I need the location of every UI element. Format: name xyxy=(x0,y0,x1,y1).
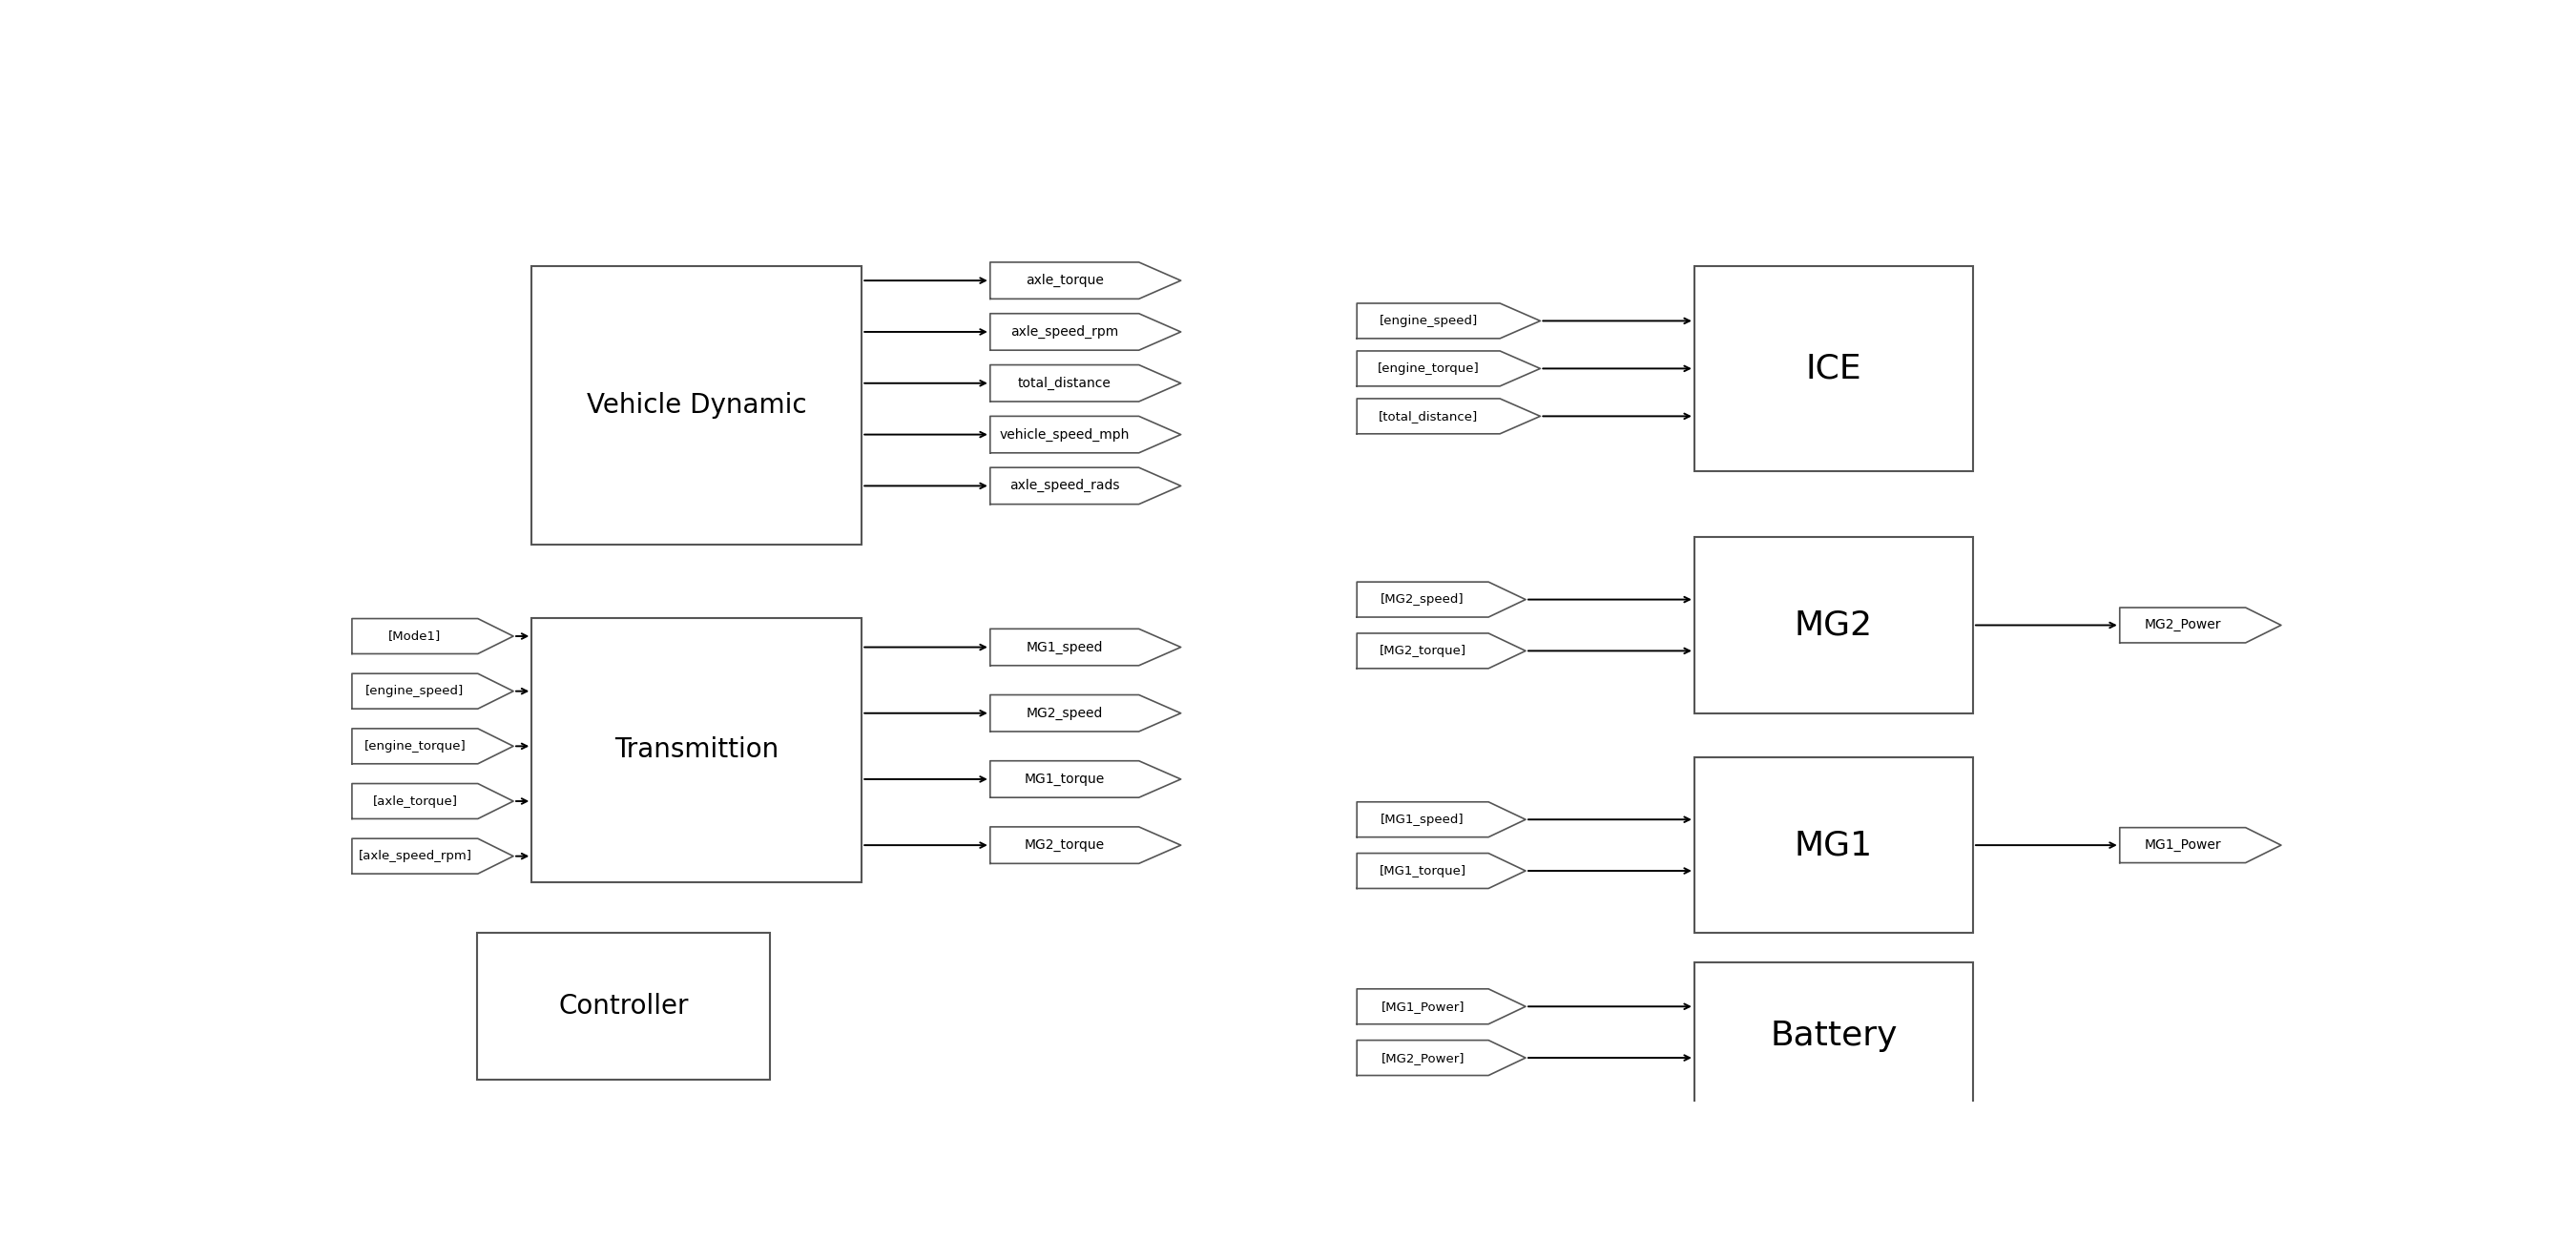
Text: MG2_speed: MG2_speed xyxy=(1025,707,1103,721)
Polygon shape xyxy=(353,784,513,818)
Text: MG2_torque: MG2_torque xyxy=(1025,838,1105,852)
Text: [axle_torque]: [axle_torque] xyxy=(374,795,459,807)
Text: total_distance: total_distance xyxy=(1018,376,1110,390)
Polygon shape xyxy=(1358,802,1525,837)
Polygon shape xyxy=(353,619,513,654)
Polygon shape xyxy=(1358,582,1525,617)
Polygon shape xyxy=(989,761,1180,797)
Polygon shape xyxy=(989,827,1180,864)
Text: MG2: MG2 xyxy=(1795,609,1873,641)
Text: [MG2_Power]: [MG2_Power] xyxy=(1381,1051,1463,1063)
Polygon shape xyxy=(989,313,1180,350)
Text: MG1_speed: MG1_speed xyxy=(1025,640,1103,654)
Text: [engine_torque]: [engine_torque] xyxy=(1378,363,1479,375)
Polygon shape xyxy=(2120,608,2282,643)
Text: [total_distance]: [total_distance] xyxy=(1378,410,1479,422)
Bar xyxy=(531,618,863,881)
Text: axle_speed_rads: axle_speed_rads xyxy=(1010,479,1121,493)
Text: MG2_Power: MG2_Power xyxy=(2143,619,2221,631)
Text: Vehicle Dynamic: Vehicle Dynamic xyxy=(587,392,806,418)
Polygon shape xyxy=(1358,399,1540,433)
Polygon shape xyxy=(989,629,1180,666)
Polygon shape xyxy=(1358,303,1540,338)
Text: Controller: Controller xyxy=(559,993,688,1020)
Text: vehicle_speed_mph: vehicle_speed_mph xyxy=(999,428,1128,441)
Text: [engine_speed]: [engine_speed] xyxy=(1378,314,1479,327)
Bar xyxy=(477,933,770,1080)
Text: [axle_speed_rpm]: [axle_speed_rpm] xyxy=(358,851,471,863)
Text: MG1: MG1 xyxy=(1795,829,1873,862)
Polygon shape xyxy=(1358,853,1525,889)
Polygon shape xyxy=(989,416,1180,453)
Text: Transmittion: Transmittion xyxy=(616,737,778,763)
Polygon shape xyxy=(1358,1040,1525,1076)
Text: [MG1_torque]: [MG1_torque] xyxy=(1378,864,1466,877)
Bar xyxy=(1695,537,1973,713)
Bar xyxy=(1695,266,1973,472)
Polygon shape xyxy=(989,468,1180,504)
Text: Battery: Battery xyxy=(1770,1020,1899,1052)
Text: [engine_torque]: [engine_torque] xyxy=(363,740,466,753)
Polygon shape xyxy=(989,365,1180,401)
Text: axle_speed_rpm: axle_speed_rpm xyxy=(1010,326,1118,339)
Polygon shape xyxy=(2120,827,2282,863)
Text: [Mode1]: [Mode1] xyxy=(389,630,440,643)
Polygon shape xyxy=(989,262,1180,298)
Polygon shape xyxy=(353,838,513,874)
Text: [MG1_Power]: [MG1_Power] xyxy=(1381,1000,1463,1013)
Polygon shape xyxy=(1358,350,1540,386)
Text: [engine_speed]: [engine_speed] xyxy=(366,685,464,697)
Text: [MG1_speed]: [MG1_speed] xyxy=(1381,813,1466,826)
Polygon shape xyxy=(1358,634,1525,669)
Polygon shape xyxy=(989,695,1180,732)
Bar xyxy=(1695,962,1973,1109)
Polygon shape xyxy=(353,673,513,709)
Bar xyxy=(531,266,863,545)
Text: ICE: ICE xyxy=(1806,353,1862,385)
Text: axle_torque: axle_torque xyxy=(1025,274,1103,287)
Text: MG1_torque: MG1_torque xyxy=(1025,773,1105,786)
Bar xyxy=(1695,758,1973,933)
Text: MG1_Power: MG1_Power xyxy=(2143,838,2221,852)
Polygon shape xyxy=(1358,989,1525,1024)
Polygon shape xyxy=(353,729,513,764)
Text: [MG2_speed]: [MG2_speed] xyxy=(1381,593,1466,605)
Text: [MG2_torque]: [MG2_torque] xyxy=(1378,645,1466,657)
